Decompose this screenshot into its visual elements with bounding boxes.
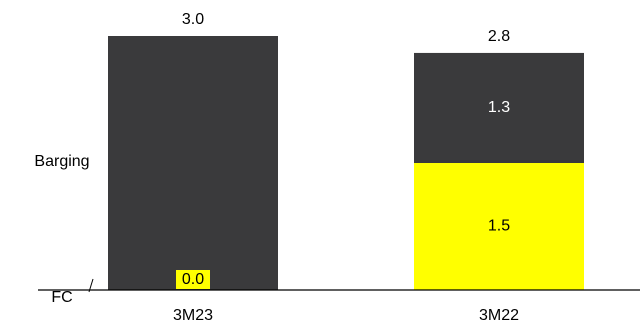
data-label-total: 3.0	[182, 11, 204, 28]
x-tick-label: 3M23	[173, 307, 213, 324]
data-label-fc: 0.0	[182, 271, 204, 288]
x-tick-label: 3M22	[479, 307, 519, 324]
bar-segment-fc	[414, 163, 584, 290]
data-label-barging: 1.3	[488, 99, 510, 116]
bar-segment-barging	[108, 36, 278, 290]
legend-label-fc: FC	[51, 289, 72, 306]
data-label-total: 2.8	[488, 28, 510, 45]
bar-segment-barging	[414, 52, 584, 163]
data-label-fc-highlight	[176, 270, 210, 289]
legend-leader-fc	[88, 278, 94, 293]
data-label-fc: 1.5	[488, 218, 510, 235]
legend-label-barging: Barging	[34, 153, 89, 170]
